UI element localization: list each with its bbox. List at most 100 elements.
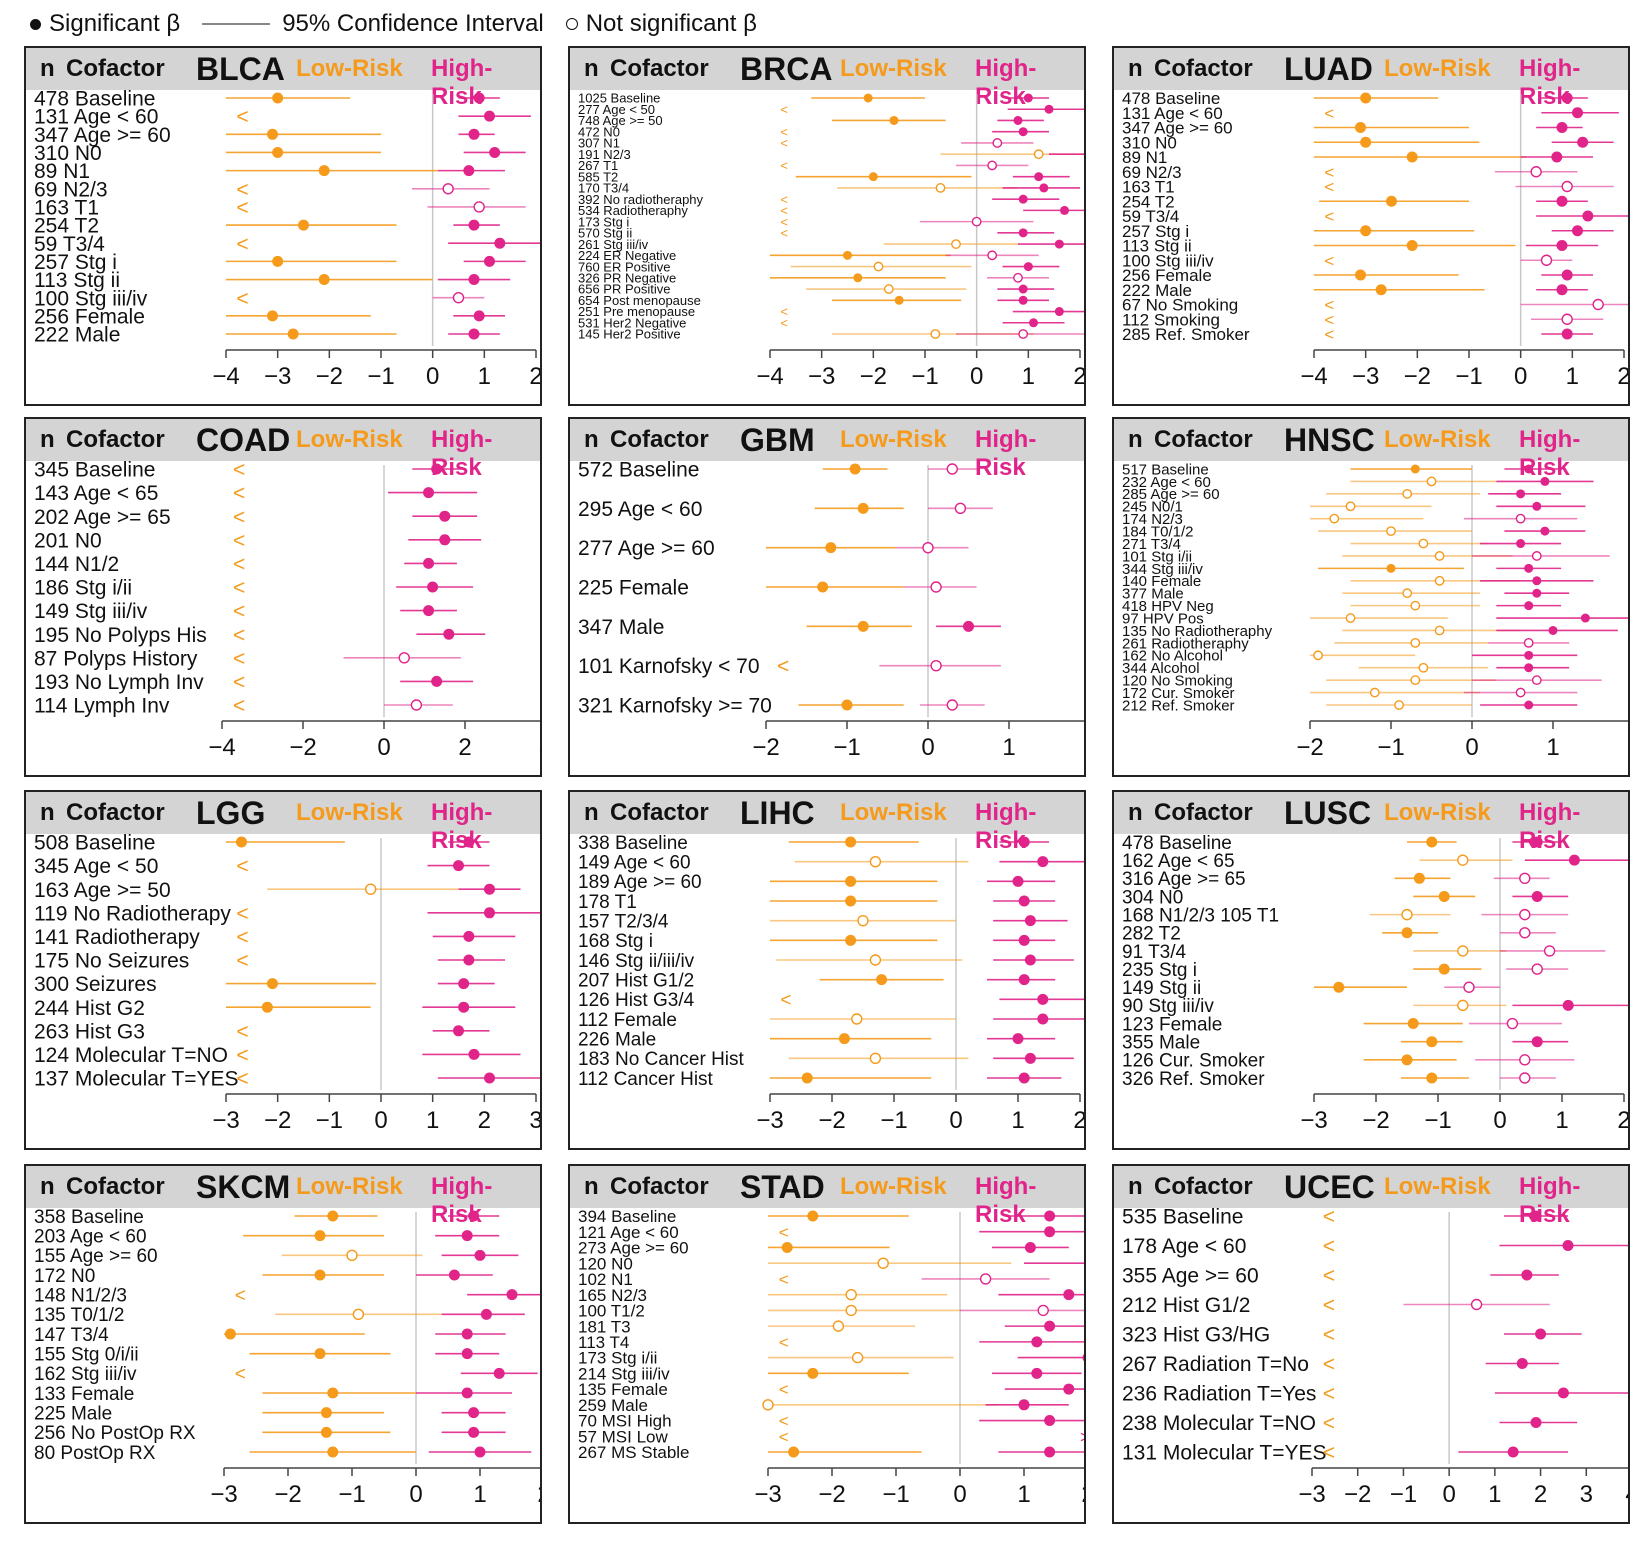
low-risk-estimate: [794, 855, 969, 868]
low-risk-estimate-not-significant-point: [352, 1308, 365, 1321]
high-risk-estimate-significant-point: [468, 274, 480, 286]
row-label: 345 Baseline: [34, 459, 155, 482]
high-risk-estimate: [1536, 122, 1583, 133]
high-risk-estimate: [400, 675, 474, 687]
x-tick-label: −2: [1296, 734, 1323, 761]
low-risk-estimate: [1314, 151, 1526, 163]
low-risk-estimate-not-significant-point: [1402, 488, 1413, 499]
low-risk-estimate-not-significant-point: [1457, 854, 1469, 866]
low-risk-estimate-not-significant-point: [951, 239, 961, 249]
low-risk-estimate-significant-point: [1401, 927, 1413, 939]
low-risk-offscale-marker: <: [233, 506, 245, 529]
high-risk-estimate-significant-point: [1029, 318, 1038, 328]
low-risk-estimate: [776, 954, 963, 966]
high-risk-estimate: [993, 1052, 1074, 1064]
panel-header: n Cofactor UCEC Low-Risk High-Risk: [1114, 1166, 1628, 1228]
high-risk-estimate-not-significant-point: [971, 216, 982, 227]
low-risk-estimate: [788, 1052, 969, 1065]
low-risk-offscale-marker: <: [779, 1380, 789, 1399]
high-risk-estimate-significant-point: [484, 883, 495, 895]
low-risk-estimate-significant-point: [1407, 1018, 1419, 1030]
low-risk-estimate-not-significant-point: [845, 1304, 857, 1317]
high-risk-estimate-significant-point: [1023, 93, 1033, 103]
low-risk-offscale-marker: <: [777, 655, 789, 678]
row-label: 517 Baseline: [1122, 461, 1209, 478]
high-risk-estimate: [437, 165, 505, 177]
high-risk-estimate: [997, 115, 1044, 125]
row-label: 181 T3: [578, 1317, 631, 1336]
high-risk-estimate-significant-point: [1521, 1269, 1533, 1281]
high-risk-estimate: [448, 328, 500, 340]
low-risk-estimate: [226, 310, 371, 322]
high-risk-estimate: [1480, 576, 1594, 586]
high-risk-estimate-significant-point: [1524, 563, 1534, 573]
low-risk-estimate: [1314, 92, 1438, 104]
high-risk-estimate-significant-point: [468, 1407, 480, 1419]
panel-header: n Cofactor LUAD Low-Risk High-Risk: [1114, 48, 1628, 110]
panel-header: n Cofactor LIHC Low-Risk High-Risk: [570, 792, 1084, 854]
high-risk-estimate-significant-point: [423, 557, 435, 569]
open-circle-icon: [565, 18, 578, 30]
low-risk-estimate: [226, 92, 350, 104]
row-label: 80 PostOp RX: [34, 1443, 156, 1464]
low-risk-offscale-marker: <: [236, 950, 248, 973]
low-risk-estimate-not-significant-point: [869, 954, 882, 966]
high-risk-estimate-significant-point: [1039, 183, 1049, 193]
row-label: 226 Male: [578, 1030, 656, 1051]
high-risk-estimate-significant-point: [1516, 539, 1526, 549]
forest-plot: −3 −2 −1 0 1 2 3 4 535 Baseline <178 Age < 60 <355…: [1122, 1206, 1628, 1508]
high-risk-estimate: [993, 915, 1068, 927]
low-risk-estimate-not-significant-point: [851, 1351, 864, 1364]
row-label: 212 Ref. Smoker: [1122, 697, 1235, 714]
low-risk-estimate: [768, 1241, 890, 1253]
high-risk-estimate-significant-point: [468, 1048, 480, 1060]
low-risk-estimate: [822, 463, 888, 475]
high-risk-estimate: [441, 1426, 506, 1438]
low-risk-estimate: [226, 1001, 371, 1013]
row-label: 100 T1/2: [578, 1302, 645, 1321]
low-risk-estimate: [281, 1249, 423, 1262]
row-label: 254 T2: [34, 215, 99, 238]
high-risk-estimate-significant-point: [1037, 856, 1049, 868]
row-label: 97 HPV Pos: [1122, 610, 1204, 627]
high-risk-estimate: [997, 295, 1049, 305]
low-risk-estimate: [1413, 999, 1507, 1012]
high-risk-estimate: [1504, 1210, 1568, 1222]
x-tick-label: 4: [1625, 1481, 1628, 1508]
high-risk-estimate: [1012, 172, 1070, 182]
low-risk-offscale-marker: <: [236, 1044, 248, 1067]
high-risk-estimate-not-significant-point: [1470, 1298, 1483, 1311]
row-label: 147 T3/4: [34, 1325, 109, 1346]
high-risk-estimate-significant-point: [458, 1001, 470, 1013]
x-tick-label: −2: [1344, 1481, 1371, 1508]
high-risk-estimate: [1512, 999, 1628, 1011]
high-risk-estimate-significant-point: [1548, 625, 1558, 635]
legend-significant-label: Significant β: [49, 10, 181, 37]
panel-hnsc: n Cofactor HNSC Low-Risk High-Risk −2 −1 0 1 2 517…: [1112, 417, 1630, 777]
high-risk-estimate-significant-point: [1556, 240, 1568, 251]
high-risk-estimate-not-significant-point: [1506, 1017, 1519, 1030]
low-risk-estimate: [806, 620, 912, 632]
high-risk-estimate-significant-point: [1531, 890, 1543, 902]
high-risk-estimate: [404, 557, 457, 569]
high-risk-estimate-significant-point: [461, 1328, 473, 1340]
high-risk-estimate-significant-point: [1562, 1240, 1574, 1251]
low-risk-estimate-not-significant-point: [845, 1288, 857, 1301]
low-risk-estimate: [768, 1304, 960, 1317]
low-risk-estimate: [1369, 908, 1451, 921]
high-risk-estimate: [1496, 601, 1562, 611]
low-risk-estimate-not-significant-point: [1418, 538, 1429, 549]
low-risk-offscale-marker: <: [1323, 1235, 1335, 1258]
x-tick-label: 2: [1617, 1107, 1628, 1134]
row-label: 345 Age < 50: [34, 855, 158, 878]
low-risk-estimate-significant-point: [1360, 92, 1372, 104]
low-risk-offscale-marker: <: [780, 214, 788, 229]
low-risk-estimate-not-significant-point: [364, 883, 377, 895]
high-risk-estimate: [1520, 254, 1573, 266]
high-risk-estimate-not-significant-point: [1561, 180, 1573, 193]
high-risk-estimate-significant-point: [1524, 700, 1534, 710]
low-risk-estimate-significant-point: [788, 1446, 800, 1458]
row-label: 121 Age < 60: [578, 1223, 679, 1242]
row-label: 141 Radiotherapy: [34, 926, 200, 949]
high-risk-estimate-significant-point: [484, 110, 495, 122]
